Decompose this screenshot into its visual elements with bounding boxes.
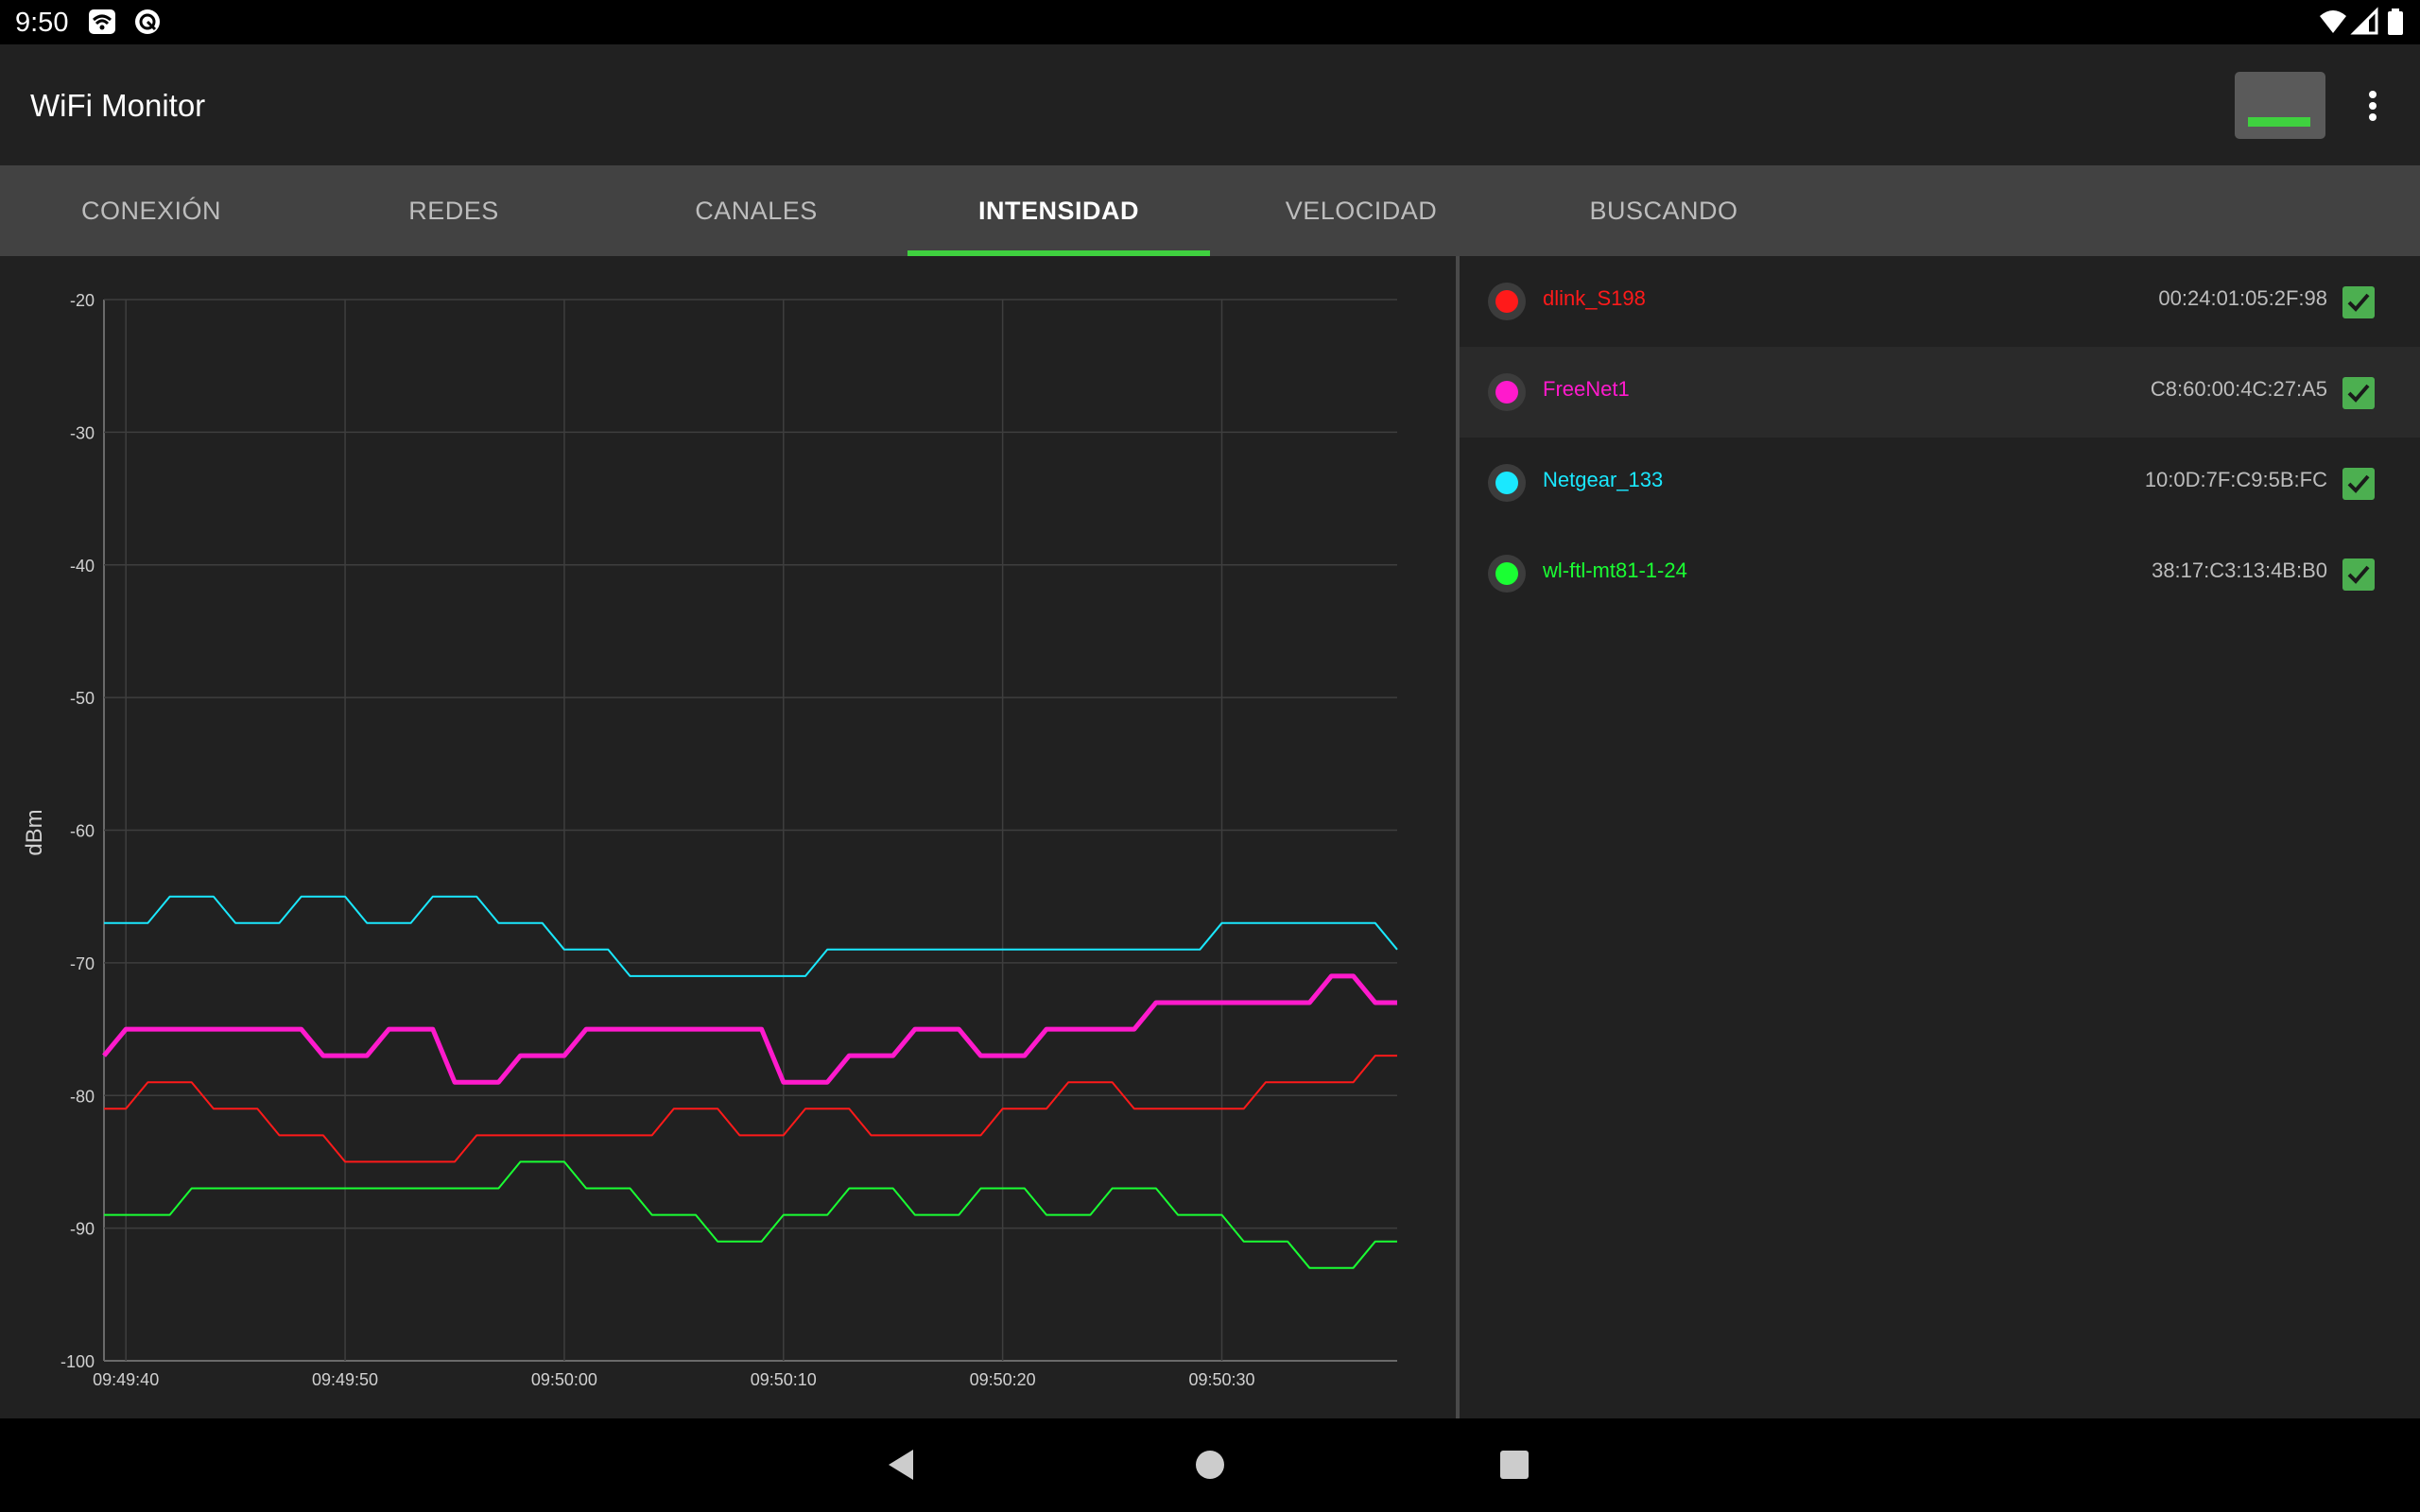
y-tick-label: -90: [70, 1220, 95, 1239]
wifi-monitor-notification-icon: [89, 9, 115, 34]
tab-redes[interactable]: REDES: [408, 196, 499, 225]
network-list: dlink_S198 00:24:01:05:2F:98 FreeNet1 C8…: [1460, 256, 2420, 1418]
y-tick-label: -60: [70, 822, 95, 841]
y-tick-label: -30: [70, 423, 95, 442]
signal-meter-icon: [2248, 117, 2310, 127]
network-color-icon: [1488, 283, 1526, 320]
series-line-FreeNet1: [102, 973, 1397, 1085]
network-row-2[interactable]: Netgear_133 10:0D:7F:C9:5B:FC: [1460, 438, 2420, 528]
tab-velocidad[interactable]: VELOCIDAD: [1285, 196, 1438, 225]
app-title: WiFi Monitor: [30, 88, 206, 123]
chart-series: [102, 895, 1398, 1269]
network-bssid: 00:24:01:05:2F:98: [2158, 286, 2327, 310]
network-row-3[interactable]: wl-ftl-mt81-1-24 38:17:C3:13:4B:B0: [1460, 528, 2420, 619]
x-tick-label: 09:49:40: [93, 1370, 159, 1389]
checkbox-checked-icon[interactable]: [2342, 558, 2375, 591]
x-tick-label: 09:50:20: [970, 1370, 1036, 1389]
battery-icon: [2388, 9, 2403, 35]
panel-divider: [1456, 256, 1460, 1418]
series-line-dlink_S198: [104, 1055, 1397, 1163]
checkbox-checked-icon[interactable]: [2342, 286, 2375, 318]
home-icon[interactable]: [1189, 1444, 1231, 1486]
signal-meter-button[interactable]: [2235, 72, 2325, 139]
x-axis-ticks: 09:49:40 09:49:50 09:50:00 09:50:10 09:50:20…: [93, 1370, 1254, 1389]
back-icon[interactable]: [881, 1444, 923, 1486]
tab-conexion[interactable]: CONEXIÓN: [80, 196, 222, 225]
app-bar: WiFi Monitor: [0, 44, 2420, 165]
network-ssid: wl-ftl-mt81-1-24: [1543, 558, 1687, 582]
checkbox-checked-icon[interactable]: [2342, 468, 2375, 500]
network-color-icon: [1488, 464, 1526, 502]
network-bssid: C8:60:00:4C:27:A5: [2150, 377, 2327, 401]
network-bssid: 38:17:C3:13:4B:B0: [2152, 558, 2327, 582]
series-line-wl-ftl-mt81-1-24: [104, 1160, 1397, 1269]
status-time: 9:50: [15, 8, 69, 38]
x-tick-label: 09:50:30: [1188, 1370, 1254, 1389]
network-ssid: Netgear_133: [1543, 468, 1664, 491]
chart-svg: -20-30-40-50-60-70-80-90-100 09:49:40 09:…: [22, 291, 1398, 1389]
y-axis-ticks: -20 -30 -40 -50 -60 -70 -80 -90 -100: [60, 291, 95, 1371]
network-row-0[interactable]: dlink_S198 00:24:01:05:2F:98: [1460, 256, 2420, 347]
sync-notification-icon: [135, 9, 160, 34]
wifi-signal-icon: [2320, 10, 2346, 33]
y-tick-label: -80: [70, 1087, 95, 1106]
tab-canales[interactable]: CANALES: [695, 196, 818, 225]
network-row-1[interactable]: FreeNet1 C8:60:00:4C:27:A5: [1460, 347, 2420, 438]
x-tick-label: 09:49:50: [312, 1370, 378, 1389]
signal-strength-chart: -20 -30 -40 -50 -60 -70 -80 -90 -100 09:49:40 09:…: [0, 256, 1456, 1418]
network-color-icon: [1488, 555, 1526, 593]
y-axis-label: dBm: [22, 809, 47, 855]
x-tick-label: 09:50:10: [751, 1370, 817, 1389]
y-tick-label: -40: [70, 557, 95, 576]
y-tick-label: -50: [70, 689, 95, 708]
network-bssid: 10:0D:7F:C9:5B:FC: [2144, 468, 2327, 491]
network-color-icon: [1488, 373, 1526, 411]
navigation-bar: [0, 1418, 2420, 1512]
checkbox-checked-icon[interactable]: [2342, 377, 2375, 409]
network-ssid: FreeNet1: [1543, 377, 1630, 401]
recents-icon[interactable]: [1494, 1444, 1535, 1486]
chart-grid: [103, 299, 1397, 1362]
series-line-Netgear_133: [104, 895, 1398, 977]
y-tick-label: -70: [70, 954, 95, 973]
more-options-icon[interactable]: [2354, 85, 2392, 127]
status-bar: 9:50: [0, 0, 2420, 44]
network-ssid: dlink_S198: [1543, 286, 1646, 310]
x-tick-label: 09:50:00: [531, 1370, 597, 1389]
cell-signal-icon: [2350, 7, 2378, 35]
tab-bar: CONEXIÓN REDES CANALES INTENSIDAD VELOCI…: [0, 165, 2420, 256]
tab-intensidad[interactable]: INTENSIDAD: [908, 165, 1210, 256]
y-tick-label: -100: [60, 1352, 95, 1371]
y-tick-label: -20: [70, 291, 95, 310]
tab-buscando[interactable]: BUSCANDO: [1589, 196, 1738, 225]
